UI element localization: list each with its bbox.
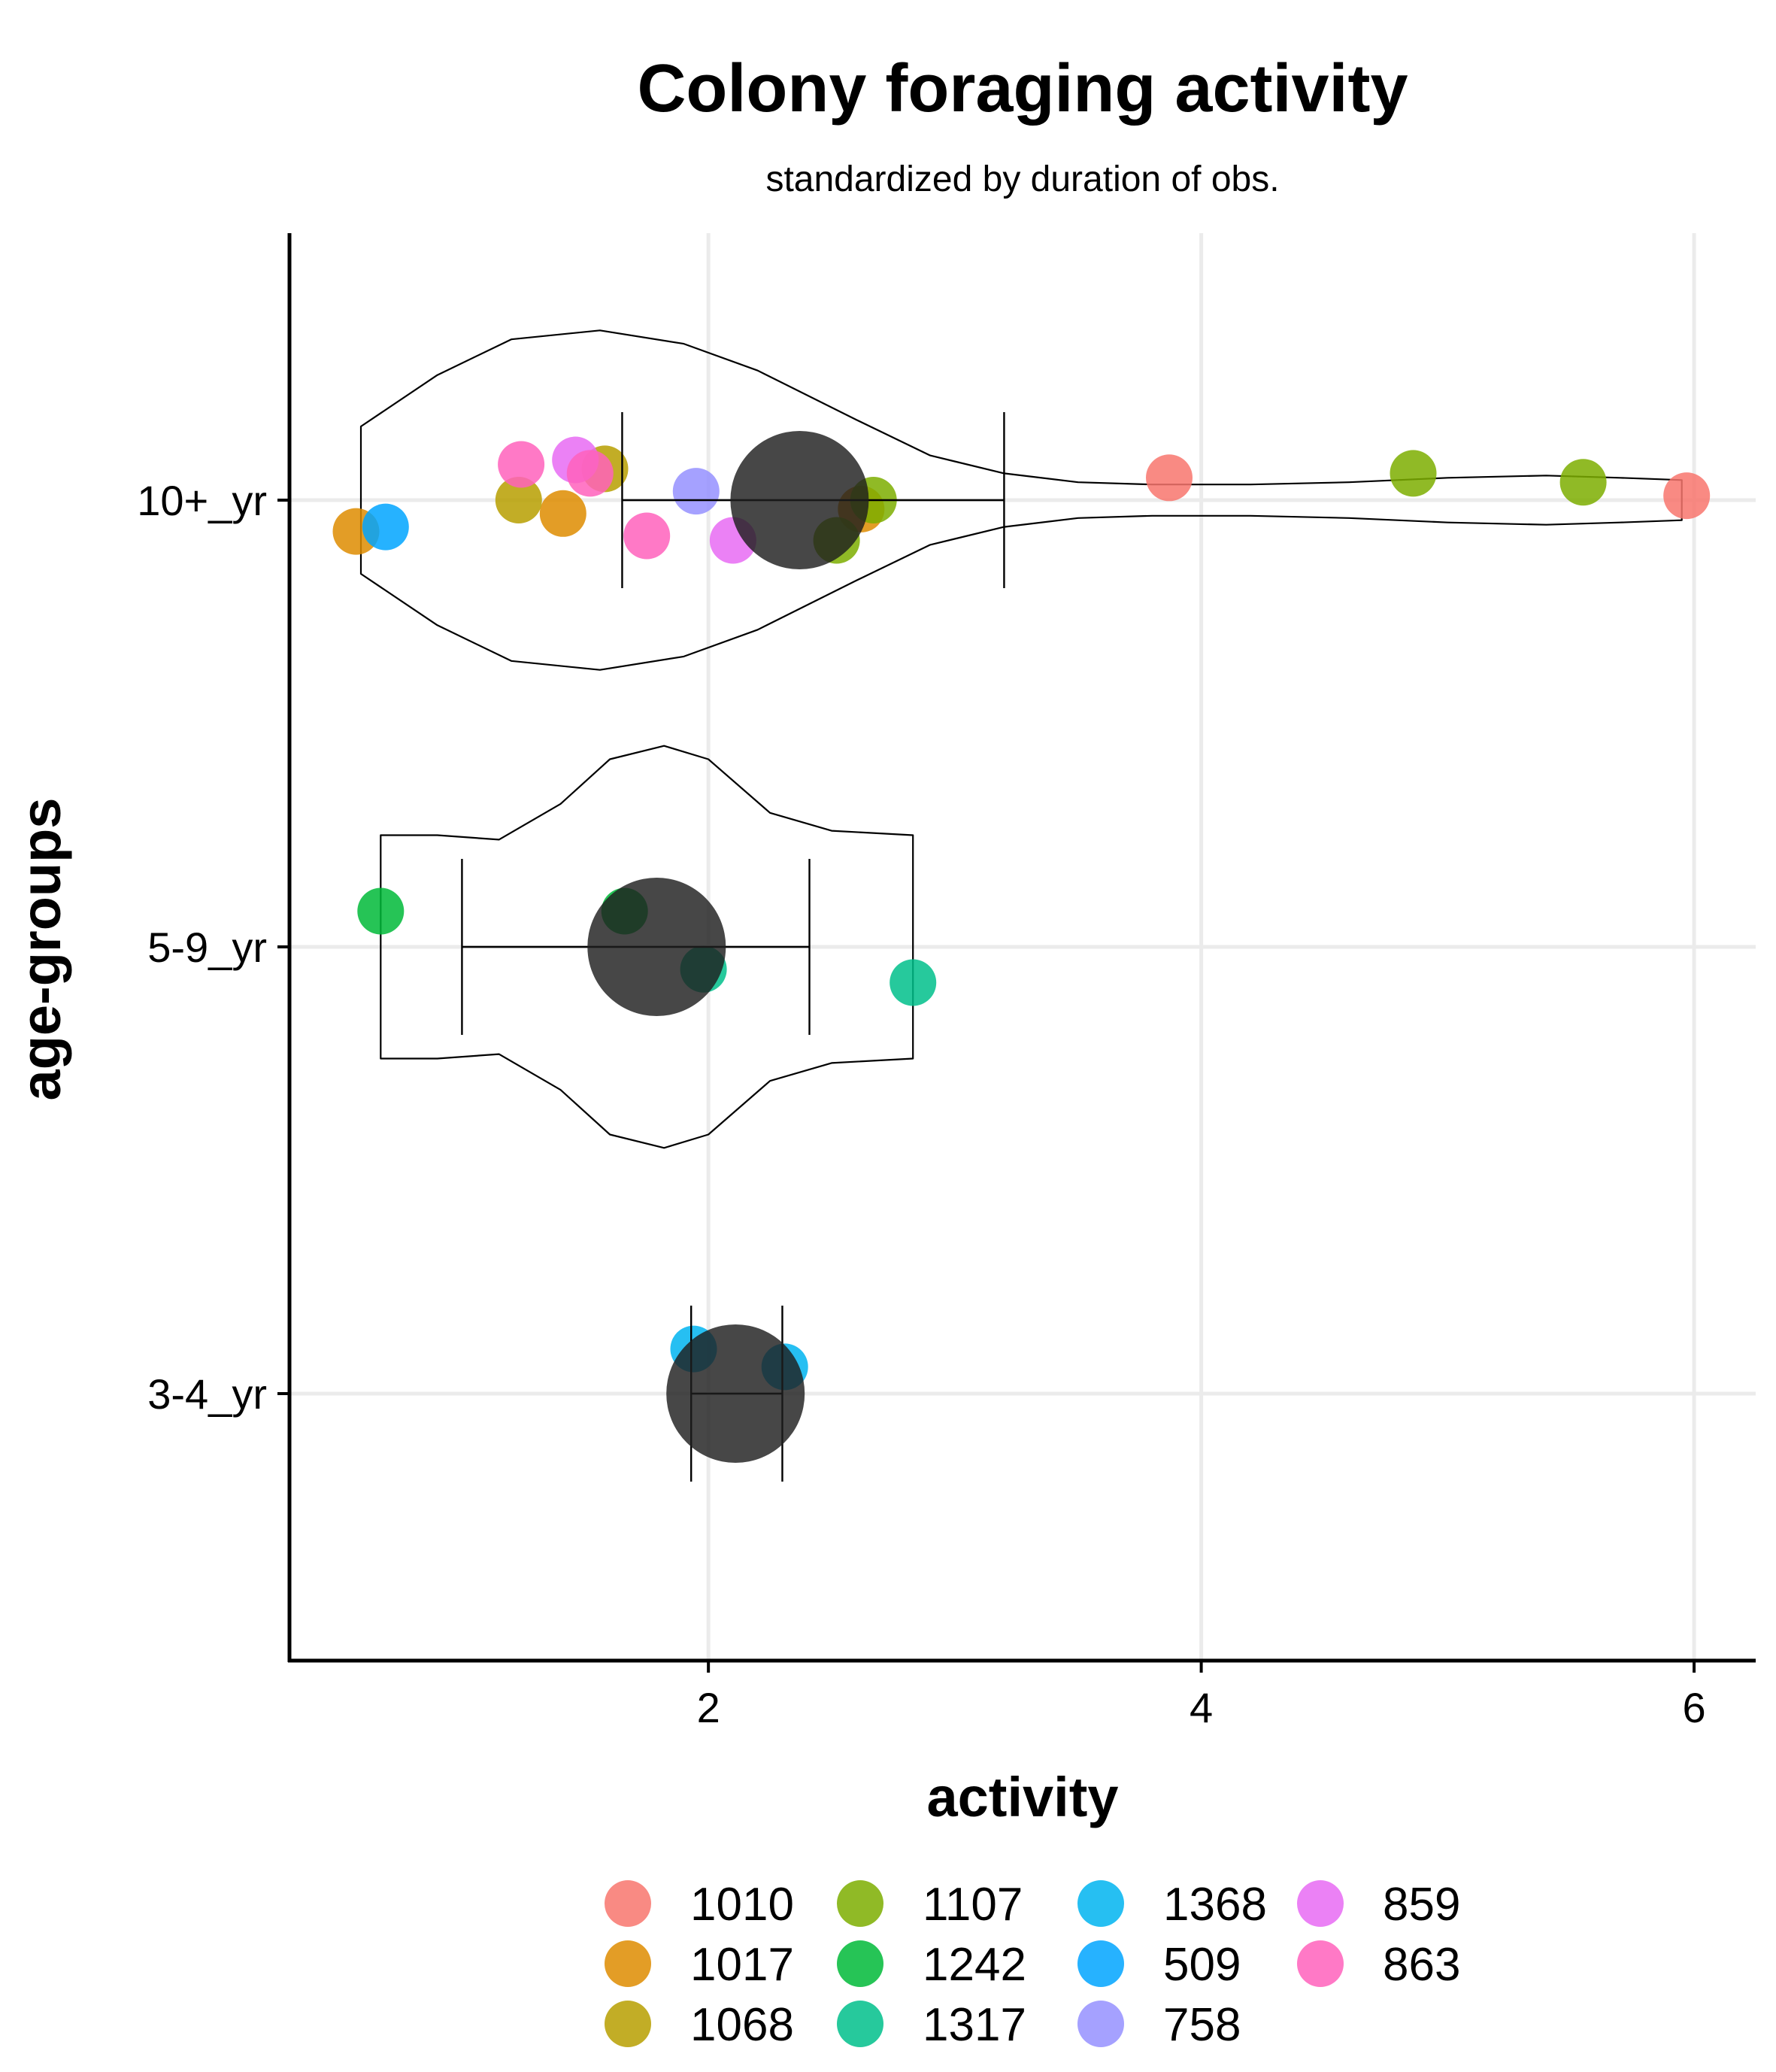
y-tick-label: 5-9_yr — [147, 924, 267, 971]
legend-item: 863 — [1297, 1939, 1460, 1991]
legend-item: 1068 — [605, 1999, 794, 2051]
legend-item: 1368 — [1077, 1879, 1267, 1931]
data-point — [623, 512, 671, 560]
legend: 1010 1017 1068 1107 1242 1317 1368 509 758 859 863 — [605, 1879, 1460, 2051]
data-point — [539, 490, 586, 537]
chart-subtitle: standardized by duration of obs. — [765, 159, 1279, 199]
data-point — [1390, 450, 1437, 497]
y-tick-label: 10+_yr — [137, 477, 267, 524]
legend-label: 1317 — [923, 1999, 1026, 2051]
legend-swatch — [837, 2001, 883, 2047]
legend-item: 1010 — [605, 1879, 794, 1931]
legend-item: 859 — [1297, 1879, 1460, 1931]
violin-5-9_yr — [380, 745, 914, 1149]
data-point — [362, 503, 409, 551]
y-tick-label: 3-4_yr — [147, 1370, 267, 1418]
legend-swatch — [1077, 2001, 1124, 2047]
legend-swatch — [605, 1940, 651, 1987]
x-tick-label: 2 — [697, 1684, 720, 1731]
data-point — [672, 468, 720, 515]
legend-item: 509 — [1077, 1939, 1241, 1991]
violin-10+_yr — [359, 329, 1683, 671]
legend-label: 1010 — [690, 1879, 794, 1931]
mean-point — [730, 431, 869, 569]
data-point — [1663, 472, 1711, 520]
legend-label: 863 — [1383, 1939, 1460, 1991]
legend-label: 1242 — [923, 1939, 1026, 1991]
x-tick-label: 4 — [1190, 1684, 1213, 1731]
legend-item: 1107 — [837, 1879, 1023, 1931]
legend-swatch — [1297, 1880, 1344, 1927]
mean-point — [587, 878, 726, 1016]
x-tick-label: 6 — [1682, 1684, 1705, 1731]
legend-label: 1068 — [690, 1999, 794, 2051]
legend-swatch — [837, 1880, 883, 1927]
x-axis-title: activity — [926, 1766, 1118, 1828]
data-point — [1559, 459, 1607, 506]
data-point — [495, 477, 542, 523]
legend-label: 859 — [1383, 1879, 1460, 1931]
point-layer — [332, 436, 1711, 1391]
chart-title: Colony foraging activity — [637, 51, 1408, 126]
legend-label: 1368 — [1163, 1879, 1267, 1931]
mean-point — [666, 1324, 805, 1463]
data-point — [890, 959, 937, 1006]
legend-label: 1017 — [690, 1939, 794, 1991]
legend-item: 1017 — [605, 1939, 794, 1991]
legend-item: 1317 — [837, 1999, 1026, 2051]
legend-swatch — [1297, 1940, 1344, 1987]
data-point — [498, 441, 545, 488]
data-point — [566, 450, 614, 497]
legend-swatch — [1077, 1940, 1124, 1987]
mean-layer — [461, 412, 1005, 1482]
legend-item: 758 — [1077, 1999, 1241, 2051]
data-point — [357, 887, 405, 935]
violin-layer — [359, 329, 1683, 1149]
legend-item: 1242 — [837, 1939, 1026, 1991]
legend-swatch — [605, 2001, 651, 2047]
legend-swatch — [1077, 1880, 1124, 1927]
legend-swatch — [837, 1940, 883, 1987]
data-point — [1146, 454, 1193, 502]
legend-label: 1107 — [923, 1879, 1023, 1931]
y-axis-title: age-groups — [10, 798, 72, 1101]
legend-label: 509 — [1163, 1939, 1241, 1991]
legend-label: 758 — [1163, 1999, 1241, 2051]
axis-layer: 2 4 6 10+_yr 5-9_yr 3-4_yr — [137, 233, 1756, 1731]
legend-swatch — [605, 1880, 651, 1927]
